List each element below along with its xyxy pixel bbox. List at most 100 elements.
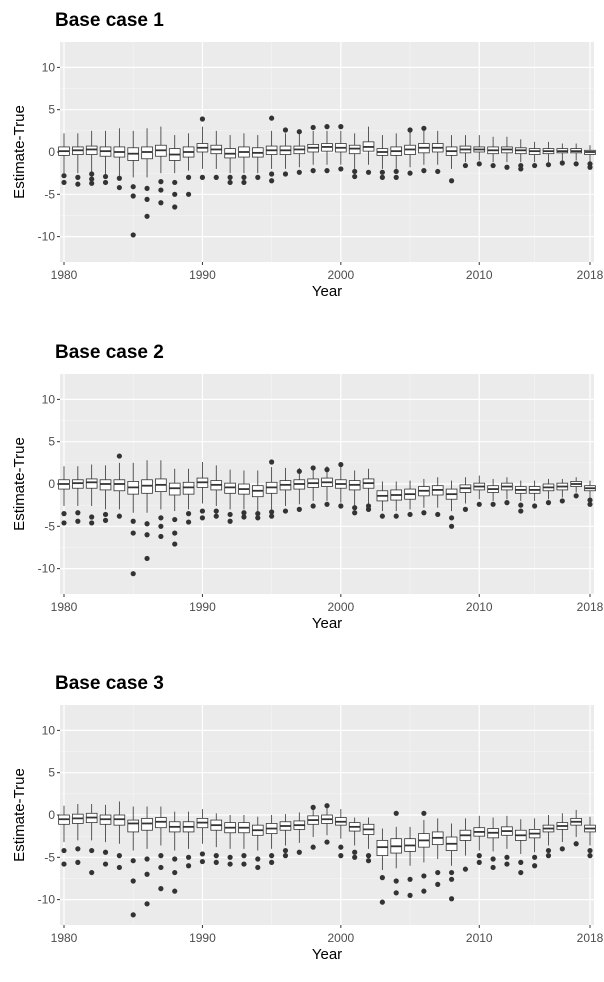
outlier-point: [393, 174, 399, 180]
outlier-point: [102, 173, 109, 180]
outlier-point: [296, 849, 302, 855]
outlier-point: [227, 861, 233, 867]
chart-panel-2: Base case 2 10 5 0 -5 -10 1980 1990 2000 2010 2018…: [11, 342, 604, 632]
boxplot-2018: [584, 816, 596, 859]
y-tick-label: 0: [48, 477, 55, 491]
boxplot-2001: [348, 817, 361, 860]
boxplot-2011: [487, 478, 499, 507]
outlier-point: [269, 178, 275, 184]
outlier-point: [130, 858, 136, 864]
outlier-point: [116, 513, 122, 519]
boxplot-1998: [307, 804, 319, 850]
outlier-point: [199, 116, 206, 122]
boxplot-1984: [113, 453, 126, 519]
x-tick-label: 1980: [51, 600, 78, 614]
boxplot-2012: [501, 477, 513, 506]
outlier-point: [490, 162, 496, 169]
outlier-point: [130, 193, 136, 199]
outlier-point: [144, 856, 150, 862]
outlier-point: [462, 162, 469, 169]
outlier-point: [269, 853, 275, 859]
chart-title: Base case 2: [55, 342, 164, 363]
x-axis-label: Year: [312, 283, 342, 300]
outlier-point: [504, 861, 510, 867]
y-tick-label: -10: [38, 893, 56, 907]
outlier-point: [130, 912, 136, 918]
chart-panel-3: Base case 3 10 5 0 -5 -10 1980 1990 2000 2010 2018…: [11, 673, 604, 963]
boxplot-2015: [542, 141, 555, 168]
outlier-point: [296, 129, 302, 135]
outlier-point: [282, 847, 289, 854]
boxplot-1993: [238, 815, 250, 867]
outlier-point: [518, 502, 524, 508]
outlier-point: [490, 864, 496, 871]
outlier-point: [338, 166, 344, 172]
outlier-point: [310, 465, 316, 471]
outlier-point: [130, 184, 136, 190]
outlier-point: [185, 519, 192, 525]
x-tick-label: 2010: [466, 600, 493, 614]
outlier-point: [116, 453, 122, 459]
outlier-point: [573, 161, 579, 167]
boxplot-1991: [210, 465, 223, 519]
outlier-point: [199, 174, 206, 180]
y-tick-label: 5: [48, 103, 55, 117]
outlier-point: [116, 175, 122, 181]
outlier-point: [296, 506, 302, 512]
boxplot-1990: [196, 809, 209, 865]
outlier-point: [185, 863, 192, 869]
outlier-point: [158, 853, 164, 859]
x-tick-label: 2018: [577, 600, 604, 614]
boxplot-2017: [570, 143, 582, 167]
outlier-point: [421, 888, 427, 894]
outlier-point: [102, 517, 109, 523]
outlier-point: [532, 503, 538, 509]
outlier-point: [448, 896, 455, 902]
outlier-point: [89, 514, 95, 520]
outlier-point: [352, 168, 358, 175]
outlier-point: [269, 509, 275, 515]
x-tick-label: 2000: [327, 600, 354, 614]
outlier-point: [352, 854, 358, 860]
outlier-point: [296, 468, 302, 474]
outlier-point: [504, 500, 510, 506]
x-tick-label: 2000: [327, 931, 354, 945]
outlier-point: [282, 508, 289, 514]
outlier-point: [269, 859, 275, 865]
outlier-point: [144, 871, 150, 877]
boxplot-2008: [445, 823, 458, 902]
chart-title: Base case 1: [55, 10, 164, 31]
outlier-point: [227, 511, 233, 518]
boxplot-1989: [182, 811, 195, 869]
boxplot-1998: [307, 465, 319, 509]
outlier-point: [61, 179, 67, 186]
boxplot-1990: [196, 116, 209, 180]
boxplot-2007: [431, 477, 444, 518]
outlier-point: [407, 892, 413, 898]
outlier-point: [448, 869, 455, 876]
outlier-point: [185, 511, 192, 517]
boxplot-1996: [279, 814, 292, 859]
outlier-point: [89, 520, 95, 526]
boxplot-2015: [542, 478, 555, 506]
outlier-point: [61, 861, 67, 867]
boxplot-2003: [376, 481, 389, 519]
outlier-point: [269, 171, 275, 177]
outlier-point: [407, 170, 413, 176]
outlier-point: [255, 856, 261, 862]
outlier-point: [172, 530, 178, 536]
outlier-point: [102, 179, 109, 186]
outlier-point: [352, 505, 358, 511]
outlier-point: [158, 200, 164, 206]
boxplot-2014: [528, 818, 541, 869]
boxplot-1980: [58, 133, 70, 186]
boxplot-2003: [376, 828, 389, 905]
outlier-point: [421, 168, 427, 174]
y-axis-label: Estimate-True: [11, 437, 28, 531]
outlier-point: [379, 169, 385, 175]
outlier-point: [435, 869, 441, 876]
outlier-point: [435, 511, 441, 518]
boxplot-1988: [168, 135, 181, 210]
boxplot-1991: [210, 130, 223, 180]
y-tick-label: -5: [44, 187, 55, 201]
